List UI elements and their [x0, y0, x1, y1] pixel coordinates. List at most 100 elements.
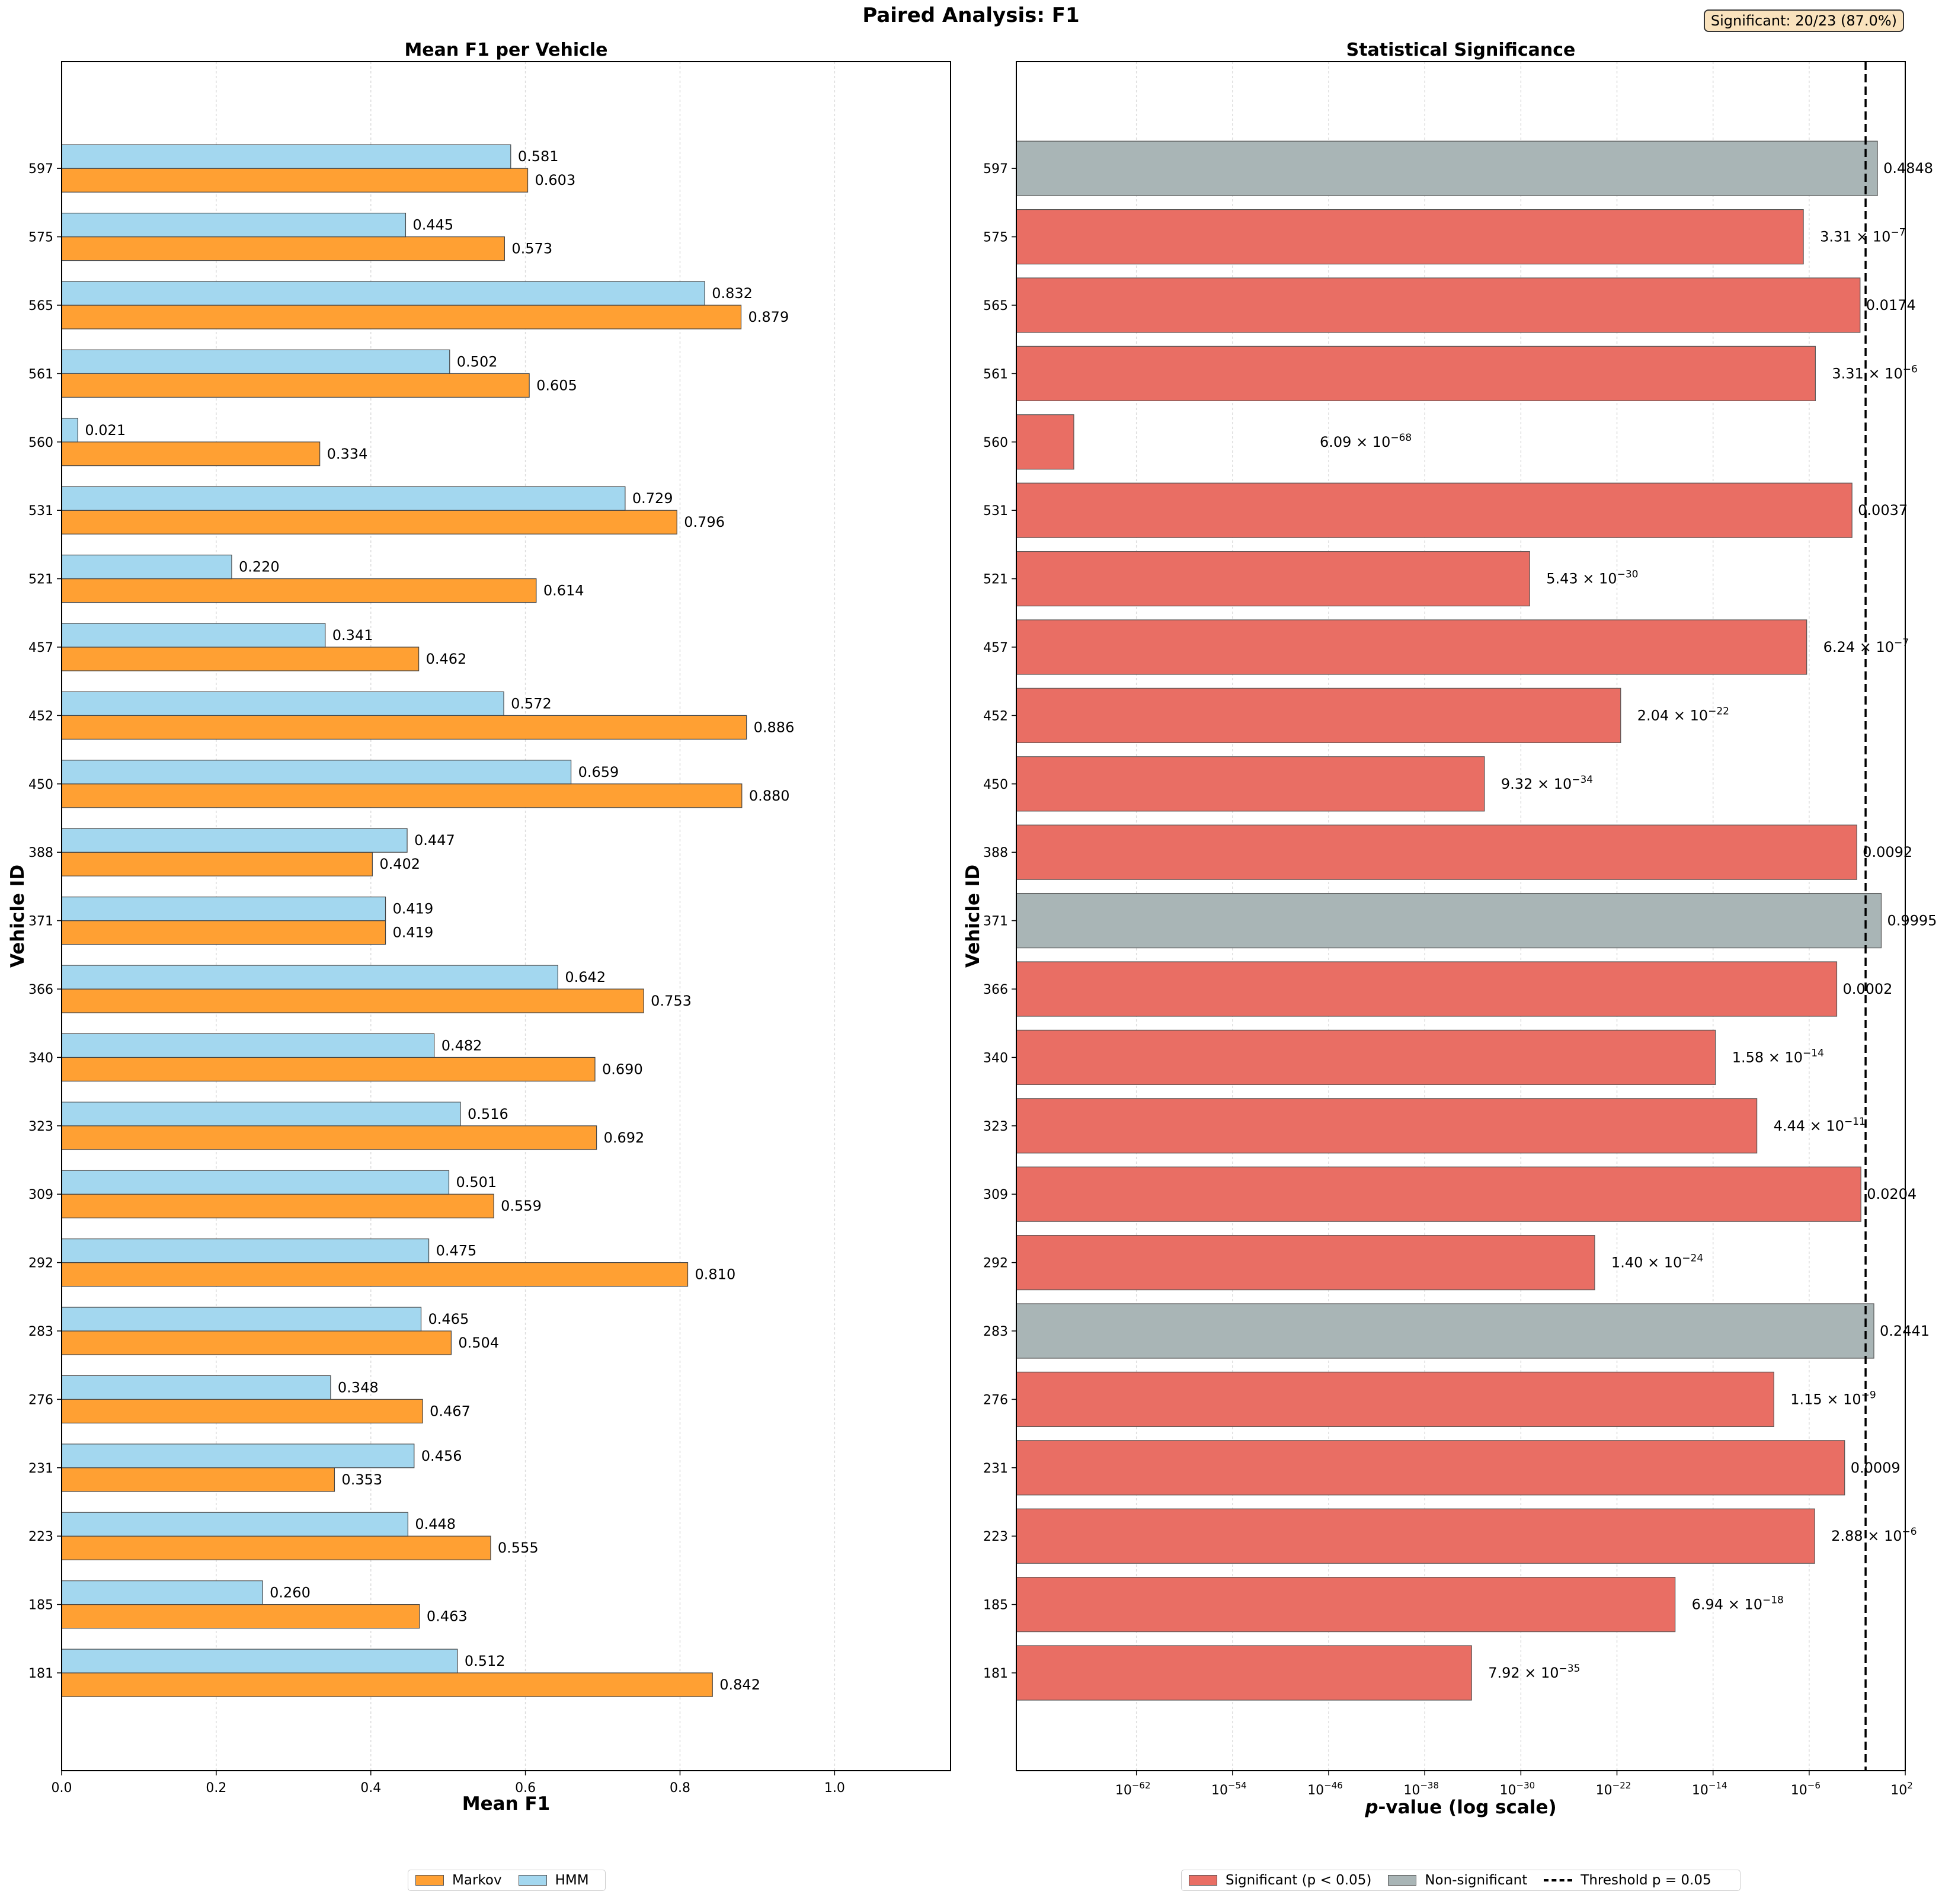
- pvalue-label-452: 2.04 × 10−22: [1637, 705, 1729, 724]
- pvalue-label-450: 9.32 × 10−34: [1501, 774, 1593, 792]
- bar-label-hmm-561: 0.502: [457, 353, 498, 370]
- legend-swatch-hmm: [518, 1875, 547, 1886]
- right-ytick-label-181: 181: [983, 1666, 1008, 1681]
- right-ytick-label-185: 185: [983, 1598, 1008, 1613]
- bar-markov-561: [61, 373, 530, 398]
- legend-label-nonsignificant: Non-significant: [1425, 1873, 1528, 1888]
- bar-markov-276: [61, 1399, 423, 1423]
- bar-label-hmm-181: 0.512: [465, 1653, 506, 1669]
- pvalue-bar-283: [1016, 1303, 1874, 1359]
- left-xtick-label: 0.4: [360, 1781, 381, 1796]
- bar-markov-531: [61, 510, 677, 535]
- right-ytick-label-292: 292: [983, 1256, 1008, 1271]
- bar-label-markov-366: 0.753: [651, 993, 692, 1009]
- pvalue-label-309: 0.0204: [1867, 1186, 1917, 1202]
- legend-swatch-markov: [415, 1875, 444, 1886]
- bar-hmm-371: [61, 896, 386, 921]
- right-ytick-label-309: 309: [983, 1188, 1008, 1202]
- left-xtick-label: 0.2: [206, 1781, 226, 1796]
- pvalue-label-565: 0.0174: [1866, 297, 1916, 313]
- left-ytick-label-309: 309: [28, 1188, 53, 1202]
- right-ytick-label-323: 323: [983, 1119, 1008, 1134]
- legend-label-threshold: Threshold p = 0.05: [1581, 1873, 1711, 1888]
- right-xtick-label: 10−46: [1307, 1780, 1343, 1798]
- bar-label-hmm-292: 0.475: [436, 1243, 477, 1259]
- bar-hmm-521: [61, 554, 232, 580]
- pvalue-bar-292: [1016, 1235, 1595, 1291]
- left-ytick-label-340: 340: [28, 1051, 53, 1065]
- legend-label-hmm: HMM: [555, 1873, 589, 1888]
- right-ytick-label-531: 531: [983, 504, 1008, 519]
- bar-label-markov-231: 0.353: [341, 1471, 382, 1488]
- left-ytick-label-561: 561: [28, 367, 53, 382]
- bar-label-hmm-560: 0.021: [85, 422, 126, 439]
- bar-label-markov-597: 0.603: [535, 172, 576, 188]
- left-ytick-label-292: 292: [28, 1256, 53, 1271]
- bar-label-markov-323: 0.692: [604, 1129, 645, 1146]
- right-xtick-label: 10−6: [1791, 1780, 1821, 1798]
- bar-markov-231: [61, 1467, 335, 1492]
- right-ytick-label-388: 388: [983, 846, 1008, 860]
- bar-label-hmm-521: 0.220: [239, 559, 280, 575]
- bar-label-markov-521: 0.614: [543, 583, 584, 599]
- bar-hmm-309: [61, 1170, 450, 1195]
- pvalue-label-223: 2.88 × 10−6: [1831, 1526, 1917, 1544]
- left-ytick-label-366: 366: [28, 983, 53, 997]
- pvalue-label-276: 1.15 × 10−9: [1790, 1389, 1876, 1407]
- right-ytick-label-371: 371: [983, 914, 1008, 929]
- right-xtick-label: 102: [1890, 1780, 1913, 1798]
- pvalue-bar-185: [1016, 1577, 1676, 1633]
- bar-markov-457: [61, 647, 420, 671]
- significance-badge: Significant: 20/23 (87.0%): [1703, 9, 1904, 32]
- bar-label-markov-450: 0.880: [749, 788, 790, 804]
- left-ytick-label-565: 565: [28, 299, 53, 313]
- bar-label-markov-283: 0.504: [458, 1335, 499, 1351]
- bar-markov-565: [61, 305, 742, 329]
- bar-label-hmm-276: 0.348: [338, 1379, 379, 1396]
- right-xtick-label: 10−54: [1211, 1780, 1247, 1798]
- left-xtick-label: 0.0: [52, 1781, 72, 1796]
- bar-markov-450: [61, 783, 743, 808]
- left-ytick-label-575: 575: [28, 231, 53, 245]
- bar-label-hmm-457: 0.341: [332, 627, 373, 644]
- bar-label-markov-457: 0.462: [426, 651, 467, 667]
- right-ytick-label-283: 283: [983, 1324, 1008, 1339]
- pvalue-bar-597: [1016, 140, 1878, 196]
- pvalue-label-575: 3.31 × 10−7: [1820, 227, 1905, 245]
- pvalue-bar-521: [1016, 551, 1530, 607]
- left-ytick-label-521: 521: [28, 572, 53, 587]
- pvalue-label-231: 0.0009: [1851, 1460, 1901, 1476]
- pvalue-label-185: 6.94 × 10−18: [1692, 1595, 1784, 1613]
- bar-markov-283: [61, 1330, 452, 1355]
- right-y-axis-label: Vehicle ID: [962, 865, 984, 968]
- pvalue-label-323: 4.44 × 10−11: [1774, 1116, 1866, 1134]
- pvalue-label-521: 5.43 × 10−30: [1546, 569, 1638, 587]
- pvalue-bar-450: [1016, 756, 1485, 812]
- left-plot-frame: [61, 61, 951, 1771]
- bar-hmm-457: [61, 623, 326, 648]
- bar-label-hmm-185: 0.260: [270, 1585, 311, 1601]
- bar-markov-575: [61, 236, 505, 261]
- legend-item-nonsignificant: Non-significant: [1388, 1873, 1527, 1888]
- bar-label-markov-560: 0.334: [327, 446, 368, 462]
- bar-hmm-575: [61, 213, 407, 238]
- left-xtick-label: 0.6: [515, 1781, 536, 1796]
- left-legend: Markov HMM: [408, 1870, 606, 1891]
- bar-label-markov-223: 0.555: [498, 1540, 539, 1556]
- left-ytick-label-560: 560: [28, 436, 53, 450]
- pvalue-bar-223: [1016, 1508, 1815, 1564]
- right-ytick-label-521: 521: [983, 572, 1008, 587]
- bar-markov-309: [61, 1193, 494, 1218]
- right-ytick-label-560: 560: [983, 436, 1008, 450]
- bar-hmm-223: [61, 1512, 408, 1537]
- bar-label-markov-276: 0.467: [430, 1403, 471, 1419]
- right-legend: Significant (p < 0.05) Non-significant T…: [1181, 1870, 1741, 1891]
- bar-label-markov-565: 0.879: [748, 309, 789, 325]
- pvalue-bar-531: [1016, 482, 1853, 538]
- pvalue-bar-560: [1016, 414, 1074, 470]
- bar-hmm-597: [61, 144, 511, 169]
- legend-item-hmm: HMM: [518, 1873, 589, 1888]
- legend-swatch-significant: [1189, 1875, 1217, 1886]
- left-ytick-label-597: 597: [28, 162, 53, 177]
- bar-label-hmm-223: 0.448: [415, 1516, 456, 1532]
